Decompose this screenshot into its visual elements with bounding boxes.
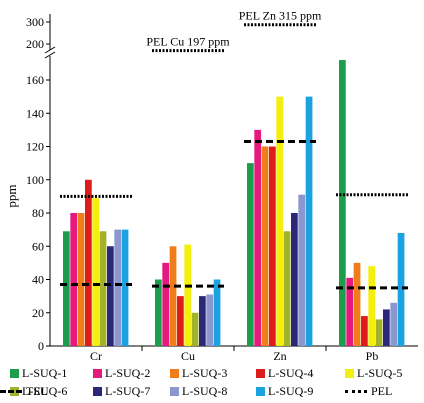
x-tick-label: Cu	[181, 349, 195, 363]
labels: 0 20 40 60 80 100 120 140 160 200 300 ppm Cr Cu Zn Pb PE…	[4, 9, 378, 363]
y-tick-label: 60	[32, 239, 44, 253]
bar-L-SUQ-1-Cu	[155, 279, 162, 346]
bar-L-SUQ-8-Cu	[206, 294, 214, 346]
bar-L-SUQ-3-Cr	[77, 213, 85, 346]
y-tick-label: 140	[26, 106, 44, 120]
bar-L-SUQ-9-Zn	[305, 96, 313, 346]
bar-L-SUQ-2-Zn	[254, 129, 262, 346]
bar-L-SUQ-6-Cu	[191, 312, 199, 346]
bar-L-SUQ-8-Pb	[390, 302, 398, 346]
bar-L-SUQ-4-Zn	[269, 146, 276, 346]
bar-L-SUQ-1-Zn	[247, 163, 254, 346]
y-tick-label: 20	[32, 306, 44, 320]
y-tick-label: 100	[26, 173, 44, 187]
bar-L-SUQ-5-Zn	[276, 96, 284, 346]
bars	[63, 60, 405, 347]
annotation-Zn: PEL Zn 315 ppm	[239, 9, 322, 23]
x-tick-label: Zn	[273, 349, 286, 363]
y-tick-label: 300	[26, 15, 44, 29]
x-tick-label: Cr	[90, 349, 102, 363]
bar-L-SUQ-3-Zn	[261, 146, 269, 346]
bar-L-SUQ-6-Zn	[283, 231, 291, 346]
y-tick-label: 120	[26, 140, 44, 154]
bar-L-SUQ-7-Zn	[291, 213, 298, 346]
axis-break-mark	[44, 46, 56, 54]
bar-L-SUQ-5-Cu	[184, 244, 192, 346]
bar-L-SUQ-2-Pb	[346, 277, 354, 346]
bar-L-SUQ-4-Cu	[177, 296, 184, 346]
bar-L-SUQ-7-Cr	[107, 246, 114, 346]
y-tick-label: 80	[32, 206, 44, 220]
bar-L-SUQ-9-Cr	[121, 229, 129, 346]
y-tick-label: 160	[26, 73, 44, 87]
bar-L-SUQ-8-Zn	[298, 194, 306, 346]
bar-L-SUQ-7-Cu	[199, 296, 206, 346]
bar-L-SUQ-9-Cu	[213, 279, 221, 346]
bar-L-SUQ-5-Cr	[92, 198, 100, 346]
bar-L-SUQ-2-Cr	[70, 213, 78, 346]
reference-lines	[60, 23, 408, 290]
bar-L-SUQ-6-Pb	[375, 319, 383, 346]
axis-break-mark	[44, 51, 56, 59]
y-tick-label: 40	[32, 273, 44, 287]
bar-L-SUQ-9-Pb	[397, 232, 405, 346]
annotation-Cu: PEL Cu 197 ppm	[146, 35, 230, 49]
bar-L-SUQ-4-Pb	[361, 316, 368, 346]
bar-L-SUQ-4-Cr	[85, 179, 92, 346]
bar-L-SUQ-2-Cu	[162, 262, 170, 346]
y-axis-label: ppm	[4, 184, 19, 207]
x-tick-label: Pb	[366, 349, 379, 363]
bar-L-SUQ-7-Pb	[383, 309, 390, 346]
y-tick-label: 200	[26, 37, 44, 51]
bar-L-SUQ-1-Cr	[63, 231, 70, 346]
bar-L-SUQ-8-Cr	[114, 229, 122, 346]
bar-L-SUQ-5-Pb	[368, 266, 376, 346]
bar-L-SUQ-3-Pb	[353, 262, 361, 346]
y-tick-label: 0	[38, 339, 44, 353]
bar-L-SUQ-1-Pb	[339, 60, 346, 347]
bar-L-SUQ-3-Cu	[169, 246, 177, 346]
bar-L-SUQ-6-Cr	[99, 231, 107, 346]
